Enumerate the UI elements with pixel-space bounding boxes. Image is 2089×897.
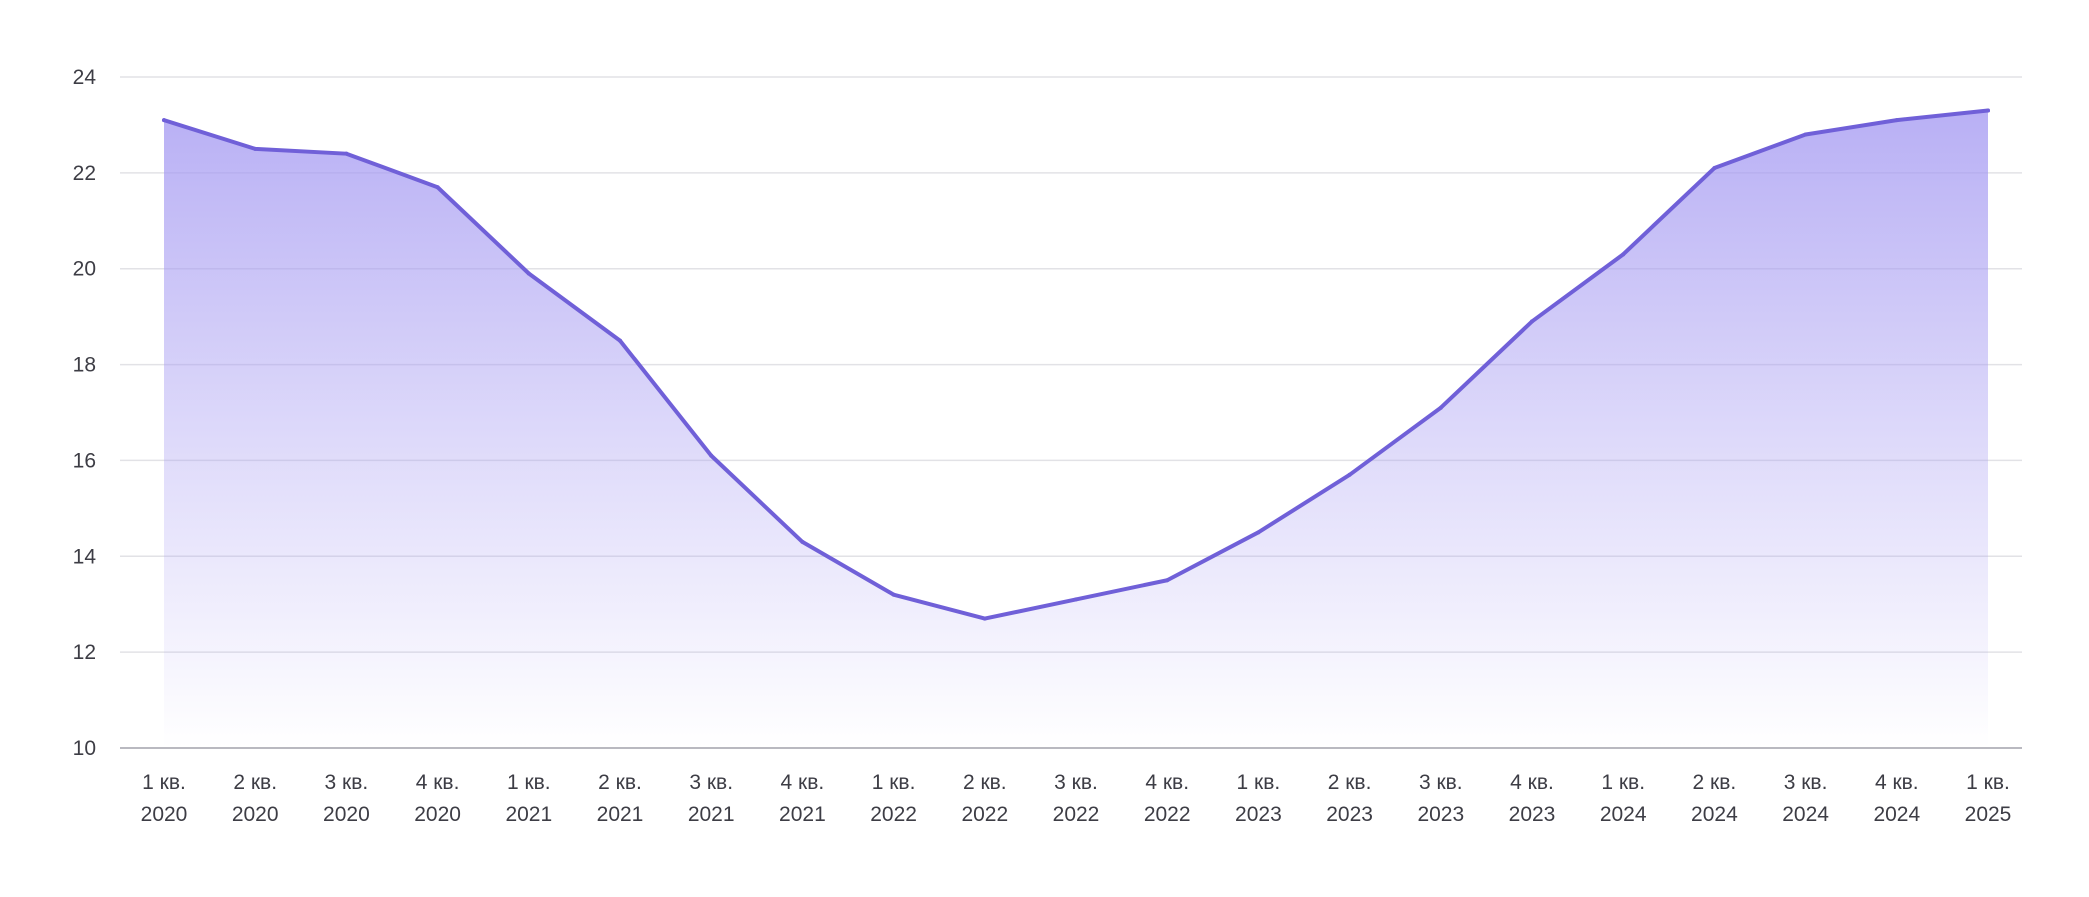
data-point (435, 185, 440, 190)
x-tick-label: 1 кв. 2023 (1235, 771, 1282, 826)
x-tick-quarter: 4 кв. (1875, 771, 1919, 794)
x-tick-quarter: 3 кв. (689, 771, 733, 794)
data-point (344, 151, 349, 156)
x-tick-quarter: 3 кв. (325, 771, 369, 794)
x-tick-year: 2021 (688, 803, 735, 826)
data-point (800, 539, 805, 544)
data-point (1803, 132, 1808, 137)
y-tick-label: 24 (73, 66, 97, 89)
x-tick-quarter: 2 кв. (963, 771, 1007, 794)
x-tick-label: 4 кв. 2024 (1873, 771, 1920, 826)
x-tick-label: 3 кв. 2022 (1053, 771, 1100, 826)
x-tick-label: 4 кв. 2021 (779, 771, 826, 826)
data-point (1986, 108, 1990, 113)
data-point (1165, 578, 1170, 583)
x-tick-label: 3 кв. 2023 (1417, 771, 1464, 826)
x-tick-quarter: 1 кв. (1966, 771, 2010, 794)
x-tick-label: 1 кв. 2021 (505, 771, 552, 826)
x-tick-year: 2021 (505, 803, 552, 826)
x-tick-quarter: 2 кв. (1328, 771, 1372, 794)
data-point (1347, 472, 1352, 477)
x-tick-label: 2 кв. 2024 (1691, 771, 1738, 826)
x-tick-label: 1 кв. 2020 (141, 771, 188, 826)
x-tick-year: 2020 (232, 803, 279, 826)
x-tick-quarter: 4 кв. (1510, 771, 1554, 794)
data-point (1621, 252, 1626, 257)
x-tick-quarter: 4 кв. (1145, 771, 1189, 794)
area-fill-layer (164, 110, 1988, 749)
x-tick-quarter: 3 кв. (1054, 771, 1098, 794)
x-tick-year: 2022 (961, 803, 1008, 826)
x-tick-year: 2021 (779, 803, 826, 826)
x-tick-label: 1 кв. 2025 (1965, 771, 2012, 826)
data-point (1256, 530, 1261, 535)
x-tick-quarter: 1 кв. (142, 771, 186, 794)
x-tick-label: 4 кв. 2023 (1509, 771, 1556, 826)
x-tick-year: 2024 (1873, 803, 1920, 826)
x-tick-year: 2022 (870, 803, 917, 826)
y-tick-label: 16 (73, 449, 96, 472)
data-point (1530, 319, 1534, 324)
data-point (618, 338, 622, 343)
x-tick-quarter: 1 кв. (872, 771, 916, 794)
y-axis: 10 12 14 16 18 20 22 24 (73, 66, 97, 760)
data-point (891, 592, 896, 597)
data-point (982, 616, 987, 621)
x-tick-quarter: 4 кв. (416, 771, 460, 794)
x-tick-quarter: 2 кв. (233, 771, 277, 794)
x-tick-year: 2023 (1509, 803, 1556, 826)
x-tick-year: 2025 (1965, 803, 2012, 826)
x-tick-year: 2020 (141, 803, 188, 826)
x-tick-quarter: 3 кв. (1784, 771, 1828, 794)
x-tick-year: 2023 (1235, 803, 1282, 826)
x-tick-label: 2 кв. 2020 (232, 771, 279, 826)
y-tick-label: 14 (73, 545, 97, 568)
x-tick-label: 3 кв. 2024 (1782, 771, 1829, 826)
data-point (709, 453, 714, 458)
y-tick-label: 22 (73, 162, 96, 185)
x-tick-quarter: 2 кв. (1693, 771, 1737, 794)
x-tick-year: 2024 (1782, 803, 1829, 826)
x-tick-year: 2023 (1417, 803, 1464, 826)
x-tick-year: 2023 (1326, 803, 1373, 826)
x-tick-quarter: 1 кв. (1601, 771, 1645, 794)
data-point (1894, 118, 1899, 123)
x-tick-quarter: 1 кв. (507, 771, 551, 794)
x-tick-label: 2 кв. 2023 (1326, 771, 1373, 826)
x-tick-label: 2 кв. 2021 (597, 771, 644, 826)
data-point (1712, 166, 1717, 171)
series-area-fill (164, 110, 1988, 749)
x-tick-year: 2024 (1600, 803, 1647, 826)
x-tick-label: 1 кв. 2024 (1600, 771, 1647, 826)
x-tick-year: 2020 (414, 803, 461, 826)
x-tick-quarter: 1 кв. (1237, 771, 1281, 794)
x-tick-year: 2024 (1691, 803, 1738, 826)
series-line-layer (162, 108, 1990, 621)
data-point (162, 118, 166, 123)
x-tick-label: 4 кв. 2022 (1144, 771, 1191, 826)
y-tick-label: 12 (73, 641, 96, 664)
x-tick-label: 3 кв. 2021 (688, 771, 735, 826)
x-tick-quarter: 2 кв. (598, 771, 642, 794)
x-tick-year: 2022 (1053, 803, 1100, 826)
y-tick-label: 20 (73, 258, 96, 281)
x-tick-label: 4 кв. 2020 (414, 771, 461, 826)
x-tick-year: 2020 (323, 803, 370, 826)
y-tick-label: 10 (73, 737, 96, 760)
data-point (253, 146, 258, 151)
data-point (1438, 405, 1443, 410)
x-tick-label: 3 кв. 2020 (323, 771, 370, 826)
x-tick-label: 1 кв. 2022 (870, 771, 917, 826)
data-point (1074, 597, 1078, 602)
x-tick-year: 2022 (1144, 803, 1191, 826)
x-tick-label: 2 кв. 2022 (961, 771, 1008, 826)
y-tick-label: 18 (73, 354, 96, 377)
data-point (526, 271, 531, 276)
x-tick-year: 2021 (597, 803, 644, 826)
x-tick-quarter: 3 кв. (1419, 771, 1463, 794)
x-tick-quarter: 4 кв. (781, 771, 825, 794)
